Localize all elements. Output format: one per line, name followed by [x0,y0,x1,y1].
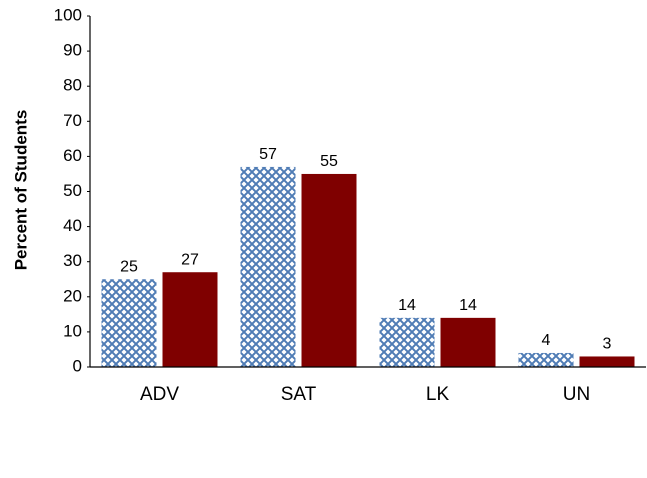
value-label: 57 [259,146,277,163]
y-tick-label: 30 [63,251,82,270]
bar [440,317,496,367]
value-label: 25 [120,258,138,275]
value-label: 55 [320,153,338,170]
x-tick-label: ADV [140,384,179,405]
value-label: 14 [459,297,477,314]
y-tick-label: 70 [63,111,82,130]
y-axis-label: Percent of Students [11,110,30,271]
bar [101,279,157,367]
y-tick-label: 50 [63,181,82,200]
bar [518,352,574,367]
bar [579,356,635,367]
x-tick-label: SAT [281,384,317,405]
value-label: 27 [181,251,199,268]
y-tick-label: 100 [54,5,82,24]
y-tick-label: 20 [63,286,82,305]
x-tick-label: LK [426,384,450,405]
bar [240,166,296,367]
bar [301,173,357,367]
x-tick-label: UN [563,384,590,405]
y-tick-label: 40 [63,216,82,235]
y-tick-label: 80 [63,76,82,95]
bar [379,317,435,367]
y-tick-label: 0 [73,356,82,375]
value-label: 4 [542,332,551,349]
value-label: 3 [603,336,612,353]
y-tick-label: 90 [63,41,82,60]
y-tick-label: 60 [63,146,82,165]
y-tick-label: 10 [63,321,82,340]
value-label: 14 [398,297,416,314]
bar [162,272,218,367]
